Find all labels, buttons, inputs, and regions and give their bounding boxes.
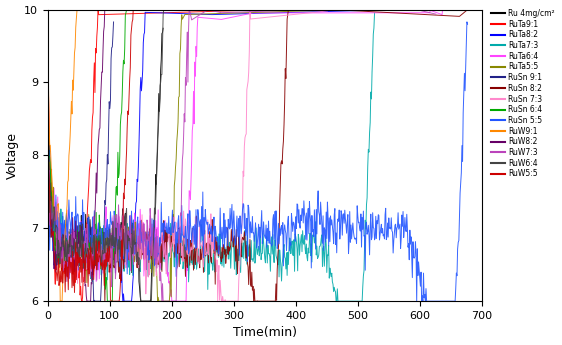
Y-axis label: Voltage: Voltage [6,132,19,179]
X-axis label: Time(min): Time(min) [233,326,297,339]
Legend: Ru 4mg/cm², RuTa9:1, RuTa8:2, RuTa7:3, RuTa6:4, RuTa5:5, RuSn 9:1, RuSn 8:2, RuS: Ru 4mg/cm², RuTa9:1, RuTa8:2, RuTa7:3, R… [490,8,556,180]
